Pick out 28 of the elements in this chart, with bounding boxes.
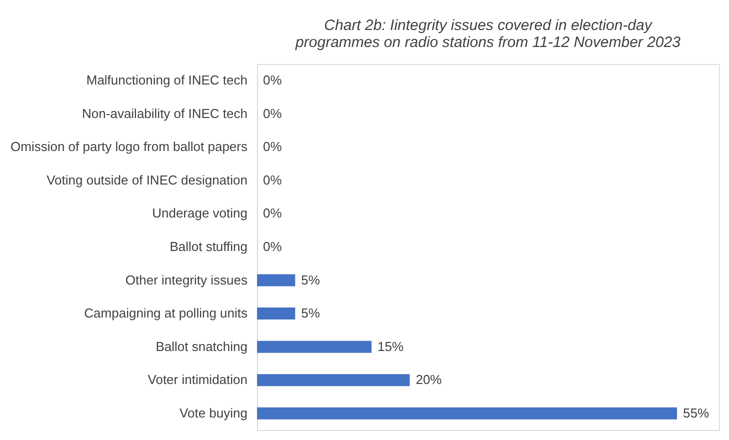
data-label: 0% bbox=[263, 239, 282, 254]
data-label: 0% bbox=[263, 106, 282, 121]
bar bbox=[257, 407, 677, 420]
y-tick-label: Voter intimidation bbox=[148, 372, 248, 388]
data-label: 0% bbox=[263, 206, 282, 221]
data-label: 0% bbox=[263, 72, 282, 88]
y-tick-label: Ballot snatching bbox=[156, 338, 248, 354]
y-tick-label: Underage voting bbox=[152, 206, 248, 221]
y-tick-label: Ballot stuffing bbox=[170, 239, 248, 254]
y-tick-label: Other integrity issues bbox=[125, 272, 248, 288]
y-tick-label: Voting outside of INEC designation bbox=[46, 172, 248, 188]
bar bbox=[257, 340, 372, 353]
y-tick-label: Malfunctioning of INEC tech bbox=[86, 72, 248, 88]
y-tick-label: Campaigning at polling units bbox=[84, 306, 248, 321]
data-label: 15% bbox=[378, 338, 404, 354]
bar bbox=[257, 374, 410, 386]
y-tick-label: Omission of party logo from ballot papers bbox=[10, 139, 248, 154]
data-label: 5% bbox=[301, 272, 320, 288]
data-label: 20% bbox=[416, 372, 442, 388]
data-label: 5% bbox=[301, 306, 320, 321]
data-label: 0% bbox=[263, 172, 282, 188]
bar bbox=[257, 308, 296, 320]
y-tick-label: Non-availability of INEC tech bbox=[82, 106, 248, 121]
bar bbox=[257, 274, 296, 286]
data-label: 0% bbox=[263, 139, 282, 154]
chart-title: Chart 2b: Iintegrity issues covered in election-day programmes on radio stations from 11-12 November 2023 bbox=[294, 17, 682, 51]
data-label: 55% bbox=[683, 405, 710, 420]
y-tick-label: Vote buying bbox=[180, 405, 248, 420]
